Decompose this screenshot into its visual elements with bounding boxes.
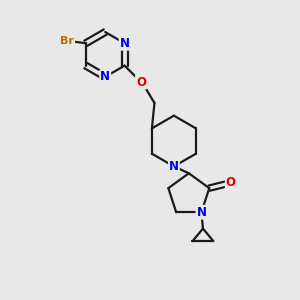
Text: N: N [100, 70, 110, 83]
Text: Br: Br [60, 36, 74, 46]
Text: O: O [226, 176, 236, 189]
Text: N: N [196, 206, 206, 219]
Text: N: N [169, 160, 179, 173]
Text: O: O [136, 76, 146, 88]
Text: N: N [120, 37, 130, 50]
